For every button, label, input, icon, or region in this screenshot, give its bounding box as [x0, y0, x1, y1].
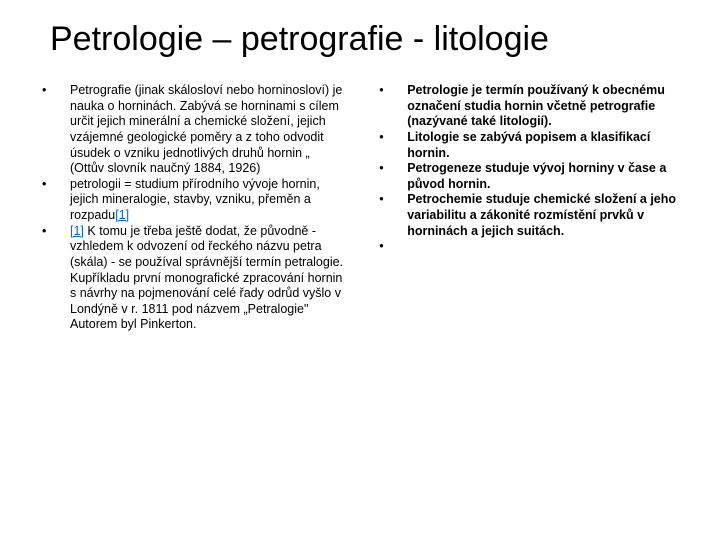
item-text: Petrochemie studuje chemické složení a j…	[407, 192, 684, 239]
bullet-icon: •	[377, 161, 407, 192]
list-item: •	[377, 239, 684, 255]
bullet-icon: •	[40, 83, 70, 177]
bullet-icon: •	[40, 224, 70, 333]
bullet-icon: •	[377, 83, 407, 130]
list-item: • petrologii = studium přírodního vývoje…	[40, 177, 347, 224]
right-list: • Petrologie je termín používaný k obecn…	[377, 83, 684, 255]
list-item: • [1] K tomu je třeba ještě dodat, že pů…	[40, 224, 347, 333]
right-column: • Petrologie je termín používaný k obecn…	[377, 83, 684, 333]
item-text: Petrologie je termín používaný k obecném…	[407, 83, 684, 130]
columns: • Petrografie (jinak skálosloví nebo hor…	[40, 83, 680, 333]
item-text: petrologii = studium přírodního vývoje h…	[70, 177, 347, 224]
item-text: Litologie se zabývá popisem a klasifikac…	[407, 130, 684, 161]
slide: Petrologie – petrografie - litologie • P…	[0, 0, 720, 540]
bullet-icon: •	[377, 130, 407, 161]
item-text: [1] K tomu je třeba ještě dodat, že půvo…	[70, 224, 347, 333]
item-text: Petrografie (jinak skálosloví nebo horni…	[70, 83, 347, 177]
footnote-link[interactable]: [1]	[115, 208, 129, 222]
item-text	[407, 239, 684, 255]
bullet-icon: •	[377, 239, 407, 255]
left-list: • Petrografie (jinak skálosloví nebo hor…	[40, 83, 347, 333]
bullet-icon: •	[377, 192, 407, 239]
slide-title: Petrologie – petrografie - litologie	[50, 20, 680, 59]
left-column: • Petrografie (jinak skálosloví nebo hor…	[40, 83, 347, 333]
bullet-icon: •	[40, 177, 70, 224]
list-item: • Petrochemie studuje chemické složení a…	[377, 192, 684, 239]
list-item: • Petrografie (jinak skálosloví nebo hor…	[40, 83, 347, 177]
list-item: • Petrologie je termín používaný k obecn…	[377, 83, 684, 130]
item-text: Petrogeneze studuje vývoj horniny v čase…	[407, 161, 684, 192]
footnote-link[interactable]: [1]	[70, 224, 84, 238]
list-item: • Petrogeneze studuje vývoj horniny v ča…	[377, 161, 684, 192]
list-item: • Litologie se zabývá popisem a klasifik…	[377, 130, 684, 161]
